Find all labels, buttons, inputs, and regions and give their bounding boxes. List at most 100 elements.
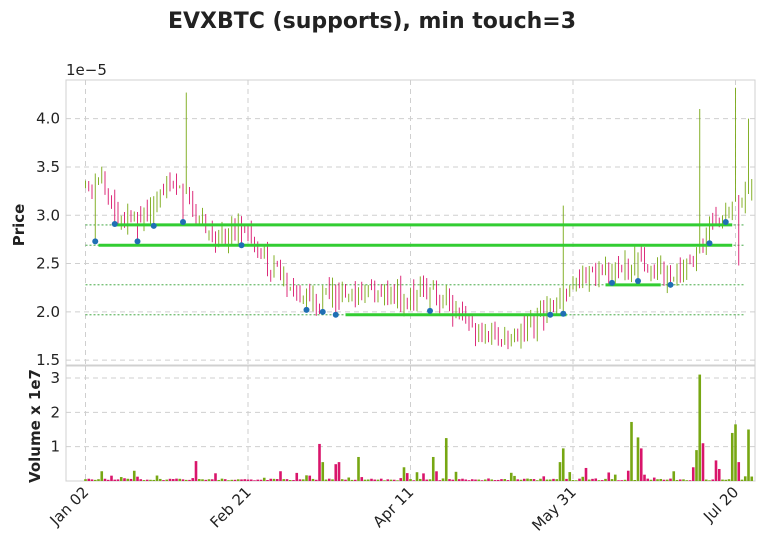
volume-bar-up bbox=[519, 479, 523, 481]
volume-bar-up bbox=[558, 462, 562, 481]
touch-points bbox=[92, 219, 729, 318]
x-tick-label: May 31 bbox=[528, 483, 580, 535]
volume-bar-down bbox=[194, 461, 198, 481]
volume-bar-up bbox=[363, 479, 367, 481]
volume-bar-up bbox=[155, 475, 159, 481]
volume-bar-down bbox=[308, 475, 312, 481]
volume-bar-up bbox=[376, 479, 380, 481]
volume-bar-up bbox=[548, 479, 552, 481]
volume-bar-up bbox=[321, 462, 325, 481]
volume-tick-label: 1 bbox=[50, 438, 60, 456]
volume-bar-up bbox=[623, 479, 627, 481]
touch-point bbox=[150, 222, 157, 229]
volume-bar-up bbox=[513, 475, 516, 481]
volume-bar-up bbox=[100, 471, 104, 481]
volume-bar-down bbox=[292, 480, 295, 481]
volume-bar-down bbox=[266, 479, 269, 481]
volume-bar-up bbox=[431, 456, 435, 481]
volume-bar-down bbox=[87, 478, 91, 481]
volume-bar-down bbox=[233, 479, 237, 481]
touch-point bbox=[706, 240, 713, 247]
volume-bar-up bbox=[409, 479, 412, 481]
volume-bar-up bbox=[165, 479, 169, 481]
volume-bar-up bbox=[84, 479, 87, 481]
volume-bar-up bbox=[529, 478, 533, 481]
volume-bar-down bbox=[496, 479, 500, 481]
volume-bar-down bbox=[717, 468, 721, 481]
volume-bar-up bbox=[340, 479, 344, 481]
volume-bar-up bbox=[158, 478, 162, 481]
volume-bar-up bbox=[649, 479, 653, 481]
volume-bar-up bbox=[149, 479, 152, 481]
volume-bars bbox=[84, 374, 754, 481]
volume-bar-down bbox=[480, 480, 484, 481]
volume-bar-down bbox=[737, 462, 741, 481]
volume-bar-up bbox=[555, 479, 559, 481]
price-tick-label: 1.5 bbox=[36, 351, 60, 369]
volume-bar-up bbox=[665, 479, 669, 481]
volume-bar-up bbox=[402, 467, 406, 481]
volume-bar-up bbox=[604, 478, 607, 481]
volume-bar-down bbox=[422, 473, 425, 481]
volume-bar-down bbox=[295, 472, 299, 481]
volume-bar-up bbox=[415, 472, 419, 481]
volume-bar-down bbox=[405, 473, 409, 481]
touch-point bbox=[722, 219, 729, 226]
volume-bar-up bbox=[227, 480, 230, 481]
volume-tick-label: 2 bbox=[50, 403, 60, 421]
volume-bar-up bbox=[730, 432, 734, 481]
volume-bar-up bbox=[288, 479, 292, 481]
volume-bar-up bbox=[272, 478, 276, 481]
volume-bar-up bbox=[236, 479, 240, 481]
volume-bar-down bbox=[470, 479, 474, 481]
volume-bar-up bbox=[97, 479, 100, 481]
volume-bar-up bbox=[152, 479, 156, 481]
volume-bar-down bbox=[392, 479, 396, 481]
volume-bar-up bbox=[282, 479, 286, 481]
volume-bar-down bbox=[386, 479, 390, 481]
volume-bar-up bbox=[444, 438, 448, 481]
volume-bar-down bbox=[275, 479, 279, 481]
x-tick-label: Jan 02 bbox=[46, 483, 93, 530]
volume-bar-down bbox=[714, 460, 718, 481]
volume-bar-up bbox=[734, 424, 737, 481]
volume-bar-down bbox=[412, 480, 416, 481]
volume-bar-down bbox=[188, 479, 191, 481]
volume-bar-up bbox=[93, 479, 97, 481]
volume-bar-down bbox=[522, 478, 526, 481]
volume-bar-down bbox=[451, 479, 455, 481]
volume-bar-down bbox=[643, 474, 646, 481]
volume-bar-down bbox=[711, 479, 715, 481]
volume-bar-down bbox=[516, 479, 520, 481]
volume-bar-up bbox=[220, 478, 224, 481]
volume-bar-down bbox=[175, 478, 178, 481]
volume-bar-down bbox=[506, 480, 510, 481]
volume-bar-down bbox=[240, 479, 243, 481]
volume-bar-down bbox=[279, 471, 282, 481]
volume-bar-down bbox=[136, 476, 139, 481]
volume-bar-up bbox=[581, 476, 585, 481]
volume-bar-up bbox=[142, 480, 146, 481]
volume-bar-down bbox=[298, 479, 302, 481]
volume-bar-up bbox=[483, 479, 487, 481]
volume-bar-up bbox=[207, 479, 211, 481]
volume-bar-down bbox=[467, 480, 471, 481]
volume-bar-down bbox=[493, 480, 497, 481]
volume-bar-down bbox=[594, 478, 598, 481]
volume-bar-up bbox=[418, 478, 422, 481]
volume-bar-up bbox=[561, 448, 565, 481]
volume-grid bbox=[66, 366, 755, 481]
touch-point bbox=[560, 310, 567, 317]
volume-axis-label: Volume x 1e7 bbox=[26, 369, 44, 483]
volume-bar-down bbox=[249, 479, 253, 481]
volume-bar-down bbox=[269, 478, 273, 481]
volume-bar-down bbox=[607, 472, 611, 481]
touch-point bbox=[92, 238, 99, 245]
x-axis-ticks: Jan 02 Feb 21 Apr 11 May 31 Jul 20 bbox=[46, 483, 743, 535]
volume-bar-down bbox=[457, 479, 461, 481]
volume-bar-down bbox=[256, 479, 260, 481]
volume-bar-down bbox=[620, 480, 624, 481]
volume-bar-up bbox=[727, 479, 731, 481]
volume-bar-up bbox=[301, 479, 305, 481]
volume-bar-up bbox=[509, 472, 513, 481]
